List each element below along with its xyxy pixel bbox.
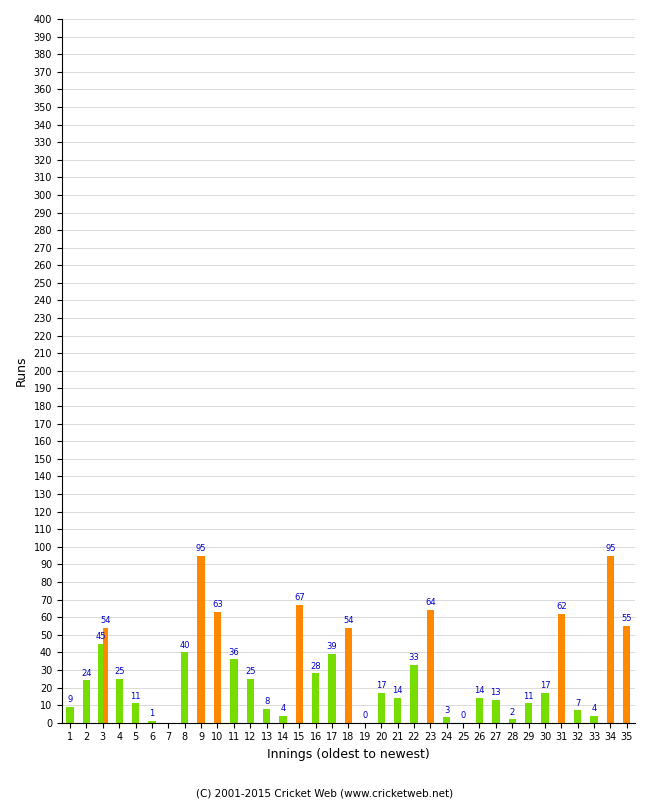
Text: 63: 63: [212, 600, 223, 610]
Bar: [410, 665, 418, 722]
Y-axis label: Runs: Runs: [15, 356, 28, 386]
Bar: [492, 700, 499, 722]
Bar: [623, 626, 630, 722]
Text: 24: 24: [81, 669, 92, 678]
Text: 7: 7: [575, 698, 580, 708]
Text: 54: 54: [100, 616, 110, 625]
X-axis label: Innings (oldest to newest): Innings (oldest to newest): [267, 748, 430, 761]
Bar: [148, 721, 155, 722]
Text: 17: 17: [540, 681, 551, 690]
Text: 62: 62: [556, 602, 567, 611]
Bar: [443, 718, 450, 722]
Text: 14: 14: [393, 686, 403, 695]
Bar: [541, 693, 549, 722]
Bar: [508, 719, 516, 722]
Bar: [558, 614, 565, 722]
Bar: [103, 628, 108, 722]
Text: 39: 39: [327, 642, 337, 651]
Text: 13: 13: [491, 688, 501, 698]
Text: 4: 4: [592, 704, 597, 713]
Bar: [590, 716, 598, 722]
Text: 14: 14: [474, 686, 485, 695]
Bar: [66, 707, 73, 722]
Bar: [214, 612, 221, 722]
Text: 3: 3: [444, 706, 449, 715]
Text: 40: 40: [179, 641, 190, 650]
Bar: [98, 643, 103, 722]
Text: 33: 33: [409, 653, 419, 662]
Bar: [606, 555, 614, 722]
Text: 25: 25: [114, 667, 124, 676]
Text: 17: 17: [376, 681, 387, 690]
Text: 9: 9: [68, 695, 73, 704]
Bar: [296, 605, 303, 722]
Bar: [263, 709, 270, 722]
Text: 95: 95: [605, 544, 616, 553]
Bar: [198, 555, 205, 722]
Text: 25: 25: [245, 667, 255, 676]
Bar: [132, 703, 139, 722]
Bar: [394, 698, 401, 722]
Bar: [246, 678, 254, 722]
Text: 4: 4: [280, 704, 285, 713]
Bar: [181, 652, 188, 722]
Text: 2: 2: [510, 707, 515, 717]
Text: 8: 8: [264, 697, 269, 706]
Text: 1: 1: [150, 710, 155, 718]
Bar: [83, 681, 90, 722]
Bar: [312, 674, 319, 722]
Bar: [116, 678, 123, 722]
Text: 36: 36: [228, 648, 239, 657]
Bar: [574, 710, 581, 722]
Text: 67: 67: [294, 594, 305, 602]
Text: 11: 11: [523, 692, 534, 701]
Text: 55: 55: [621, 614, 632, 623]
Bar: [476, 698, 483, 722]
Bar: [328, 654, 336, 722]
Bar: [378, 693, 385, 722]
Text: 0: 0: [460, 711, 465, 720]
Bar: [344, 628, 352, 722]
Text: 0: 0: [362, 711, 367, 720]
Text: 54: 54: [343, 616, 354, 625]
Text: 64: 64: [425, 598, 436, 607]
Bar: [426, 610, 434, 722]
Bar: [525, 703, 532, 722]
Bar: [280, 716, 287, 722]
Text: 95: 95: [196, 544, 206, 553]
Text: 11: 11: [131, 692, 141, 701]
Text: 45: 45: [95, 632, 106, 641]
Text: (C) 2001-2015 Cricket Web (www.cricketweb.net): (C) 2001-2015 Cricket Web (www.cricketwe…: [196, 788, 454, 798]
Text: 28: 28: [311, 662, 321, 671]
Bar: [230, 659, 237, 722]
